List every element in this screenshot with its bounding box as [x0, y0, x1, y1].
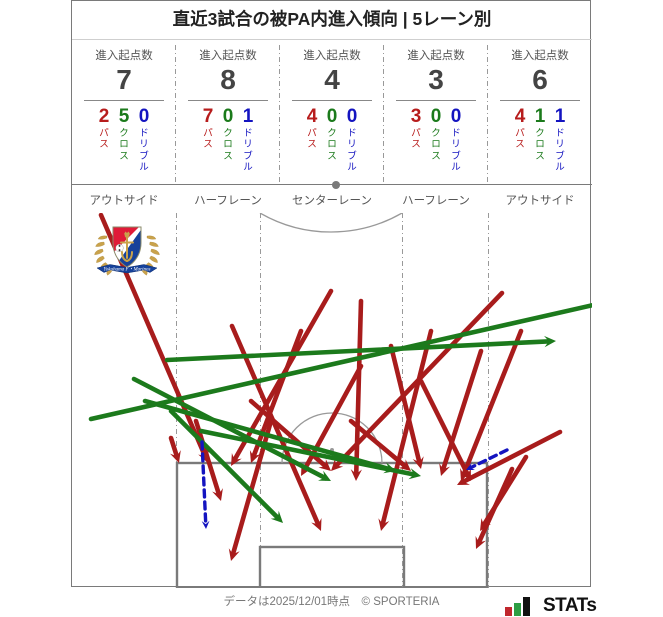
svg-text:Yokohama F・Marinos: Yokohama F・Marinos [104, 268, 151, 273]
